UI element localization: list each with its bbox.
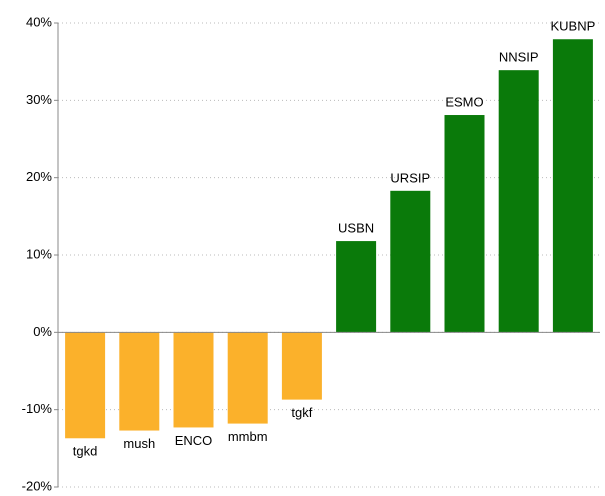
bar	[281, 332, 322, 400]
bar	[173, 332, 214, 428]
bar-label: NNSIP	[499, 50, 539, 65]
bar	[552, 39, 593, 333]
y-tick-label: 30%	[26, 92, 52, 107]
bar-label: KUBNP	[551, 19, 596, 34]
y-tick-label: 10%	[26, 246, 52, 261]
bar	[444, 115, 485, 333]
bar-label: tgkd	[73, 444, 98, 459]
bar-label: URSIP	[390, 170, 430, 185]
bar	[119, 332, 160, 431]
y-tick-label: -20%	[22, 478, 53, 491]
bar	[498, 70, 539, 333]
bar	[390, 190, 431, 333]
y-tick-label: -10%	[22, 401, 53, 416]
bar-label: ESMO	[445, 94, 483, 109]
bar-label: ENCO	[175, 433, 213, 448]
bar	[65, 332, 106, 439]
bar-label: mmbm	[228, 429, 268, 444]
bar-label: mush	[123, 436, 155, 451]
bar	[227, 332, 268, 424]
bar-label: tgkf	[291, 405, 312, 420]
y-tick-label: 40%	[26, 14, 52, 29]
y-tick-label: 0%	[33, 324, 52, 339]
bar-label: USBN	[338, 221, 374, 236]
y-tick-label: 20%	[26, 169, 52, 184]
bar	[336, 241, 377, 333]
